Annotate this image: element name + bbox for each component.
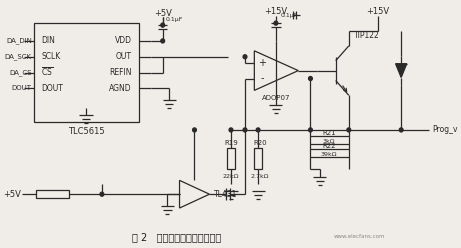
Text: 39kΩ: 39kΩ [321, 152, 337, 157]
Text: SCLK: SCLK [41, 52, 60, 61]
Text: +15V: +15V [264, 7, 287, 16]
Circle shape [161, 23, 165, 27]
Bar [227, 148, 235, 169]
Text: 3kΩ: 3kΩ [323, 139, 336, 144]
Text: VDD: VDD [115, 36, 132, 45]
Text: -: - [260, 73, 264, 84]
Text: TIP122: TIP122 [355, 31, 380, 40]
Bar [254, 148, 262, 169]
Bar [34, 23, 139, 122]
Text: DOUT: DOUT [12, 85, 32, 92]
Text: R22: R22 [322, 143, 336, 149]
Text: DA_CS: DA_CS [9, 69, 32, 76]
Circle shape [308, 128, 312, 132]
Text: 0.1μF: 0.1μF [165, 17, 183, 22]
Circle shape [256, 128, 260, 132]
Text: 图 2   电磁继电器驱动电压电路: 图 2 电磁继电器驱动电压电路 [132, 232, 221, 242]
Text: DA_DIN: DA_DIN [6, 37, 32, 44]
Bar [310, 149, 349, 157]
Polygon shape [396, 64, 407, 78]
Circle shape [161, 39, 165, 43]
Text: ADOP07: ADOP07 [261, 95, 290, 101]
Circle shape [308, 77, 312, 81]
Text: DOUT: DOUT [41, 84, 63, 93]
Text: 0.1μF: 0.1μF [280, 13, 298, 18]
Text: DIN: DIN [41, 36, 55, 45]
Text: 22kΩ: 22kΩ [223, 174, 239, 179]
Text: R20: R20 [253, 140, 267, 146]
Text: Prog_v: Prog_v [432, 125, 457, 134]
Text: TL431: TL431 [214, 190, 237, 199]
Text: TLC5615: TLC5615 [68, 127, 104, 136]
Circle shape [347, 128, 351, 132]
Circle shape [243, 55, 247, 59]
Bar [310, 136, 349, 144]
Text: R21: R21 [322, 130, 336, 136]
Circle shape [243, 128, 247, 132]
Text: +5V: +5V [154, 9, 171, 18]
Circle shape [229, 128, 233, 132]
Bar [36, 190, 69, 198]
Text: OUT: OUT [116, 52, 132, 61]
Circle shape [193, 128, 196, 132]
Text: REFIN: REFIN [109, 68, 132, 77]
Text: DA_SCK: DA_SCK [5, 53, 32, 60]
Circle shape [399, 128, 403, 132]
Text: 2.7kΩ: 2.7kΩ [251, 174, 269, 179]
Text: +15V: +15V [366, 7, 390, 16]
Text: +: + [258, 58, 266, 68]
Text: +5V: +5V [3, 190, 21, 199]
Text: www.elecfans.com: www.elecfans.com [333, 234, 385, 239]
Text: $\overline{\mathrm{CS}}$: $\overline{\mathrm{CS}}$ [41, 66, 53, 79]
Circle shape [100, 192, 104, 196]
Text: AGND: AGND [109, 84, 132, 93]
Circle shape [274, 21, 278, 25]
Text: R19: R19 [224, 140, 238, 146]
